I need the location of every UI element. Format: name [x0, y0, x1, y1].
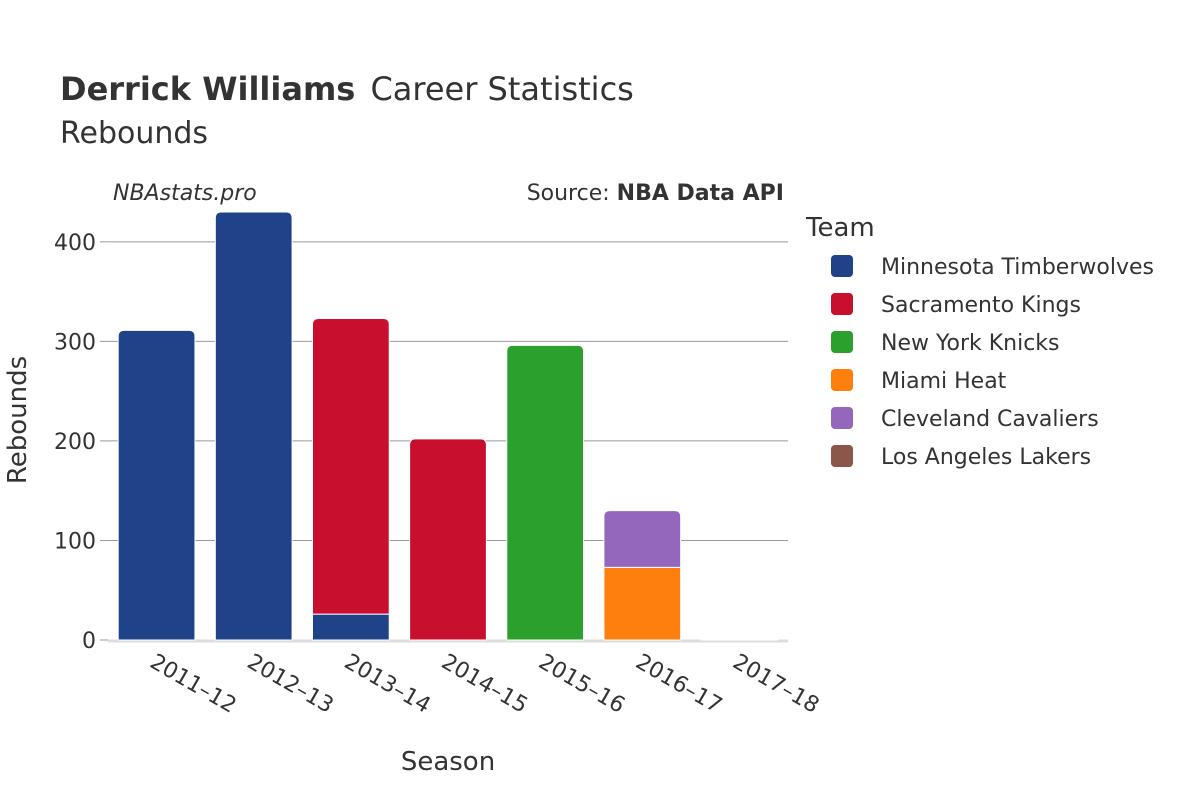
y-axis-title: Rebounds [3, 356, 33, 484]
legend: Minnesota Timberwolves Sacramento Kings Ne… [831, 255, 1154, 470]
x-tick-label-2014–15: 2014–15 [437, 650, 532, 719]
legend-title: Team [805, 213, 875, 243]
legend-item-miami-heat: Miami Heat [831, 369, 1007, 394]
chart-title-rest: Career Statistics [370, 70, 633, 108]
legend-label: Minnesota Timberwolves [881, 255, 1154, 280]
bar-2017–18-los-angeles-lakers [700, 638, 779, 641]
x-tick-label-2013–14: 2013–14 [340, 650, 435, 719]
bar-2012–13-minnesota-timberwolves [214, 211, 293, 641]
chart-subtitle: Rebounds [60, 116, 208, 151]
legend-item-cleveland-cavaliers: Cleveland Cavaliers [831, 407, 1099, 432]
chart-title-bold: Derrick Williams [60, 70, 355, 108]
legend-label: Sacramento Kings [881, 293, 1081, 318]
chart-title: Derrick Williams Career Statistics [60, 70, 634, 108]
x-tick-label-2016–17: 2016–17 [631, 650, 726, 719]
source-credit: Source: NBA Data API [527, 181, 784, 206]
x-tick-label-2017–18: 2017–18 [728, 650, 823, 719]
legend-label: Miami Heat [881, 369, 1007, 394]
x-axis-title: Season [401, 747, 495, 777]
bar-2016–17-miami-heat [603, 566, 682, 641]
bar-2011–12-minnesota-timberwolves [117, 329, 196, 641]
legend-item-los-angeles-lakers: Los Angeles Lakers [831, 445, 1091, 470]
legend-label: Cleveland Cavaliers [881, 407, 1099, 432]
y-tick-label-100: 100 [54, 529, 96, 554]
legend-label: Los Angeles Lakers [881, 445, 1091, 470]
watermark: NBAstats.pro [113, 181, 257, 206]
legend-swatch [831, 255, 853, 277]
bars-layer [117, 211, 779, 641]
y-tick-label-300: 300 [54, 330, 96, 355]
bar-2013–14-sacramento-kings [311, 317, 390, 615]
bar-2016–17-cleveland-cavaliers [603, 510, 682, 568]
legend-item-sacramento-kings: Sacramento Kings [831, 293, 1081, 318]
legend-swatch [831, 293, 853, 315]
y-tick-label-400: 400 [54, 231, 96, 256]
legend-swatch [831, 369, 853, 391]
x-tick-labels: 2011–12 2012–13 2013–14 2014–15 2015–16 2016–… [146, 650, 824, 719]
y-tick-label-200: 200 [54, 430, 96, 455]
legend-swatch [831, 445, 853, 467]
x-tick-label-2015–16: 2015–16 [534, 650, 629, 719]
legend-item-new-york-knicks: New York Knicks [831, 331, 1060, 356]
source-name: NBA Data API [617, 181, 784, 206]
bar-2014–15-sacramento-kings [409, 438, 487, 641]
legend-swatch [831, 407, 853, 429]
legend-label: New York Knicks [881, 331, 1060, 356]
legend-item-minnesota-timberwolves: Minnesota Timberwolves [831, 255, 1154, 280]
y-tick-labels: 0 100 200 300 400 [54, 231, 96, 654]
legend-swatch [831, 331, 853, 353]
bar-2015–16-new-york-knicks [506, 344, 585, 641]
y-tick-label-0: 0 [82, 629, 96, 654]
bar-2013–14-minnesota-timberwolves [311, 613, 390, 641]
source-prefix: Source: [527, 181, 617, 206]
x-tick-label-2011–12: 2011–12 [146, 650, 241, 719]
x-tick-label-2012–13: 2012–13 [243, 650, 338, 719]
